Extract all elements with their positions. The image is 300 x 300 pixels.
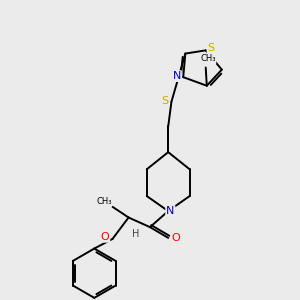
Text: O: O — [100, 232, 109, 242]
Text: H: H — [132, 229, 140, 238]
Text: CH₃: CH₃ — [200, 54, 216, 63]
Text: N: N — [166, 206, 175, 216]
Text: S: S — [161, 96, 169, 106]
Text: S: S — [208, 43, 214, 53]
Text: CH₃: CH₃ — [96, 197, 112, 206]
Text: O: O — [171, 233, 180, 243]
Text: N: N — [172, 71, 181, 81]
